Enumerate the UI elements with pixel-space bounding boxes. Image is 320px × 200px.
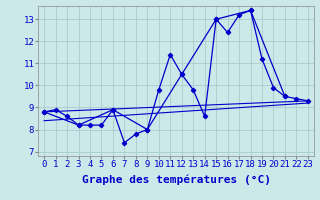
X-axis label: Graphe des températures (°C): Graphe des températures (°C) [82, 175, 270, 185]
